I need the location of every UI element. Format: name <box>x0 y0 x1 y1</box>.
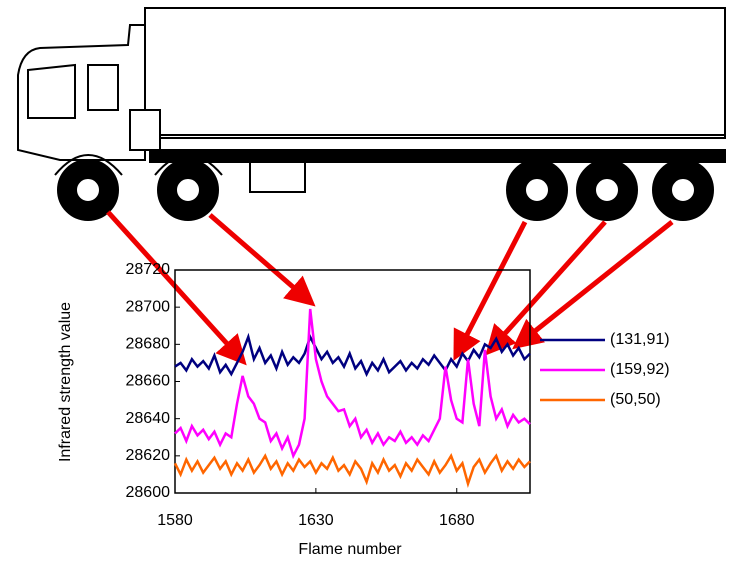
legend-label: (131,91) <box>610 331 670 348</box>
x-tick-label: 1680 <box>439 512 475 529</box>
x-axis-label: Flame number <box>298 541 402 558</box>
chart: Flame number Infrared strength value 286… <box>0 0 741 563</box>
y-tick-label: 28620 <box>126 447 171 464</box>
series-line <box>175 309 530 456</box>
y-tick-label: 28660 <box>126 373 171 390</box>
x-tick-label: 1630 <box>298 512 334 529</box>
y-tick-label: 28680 <box>126 336 171 353</box>
legend-label: (159,92) <box>610 361 670 378</box>
y-tick-label: 28600 <box>126 484 171 501</box>
truck <box>18 8 725 220</box>
plot-frame <box>175 270 530 493</box>
x-tick-label: 1580 <box>157 512 193 529</box>
arrows <box>108 212 672 358</box>
y-tick-label: 28720 <box>126 261 171 278</box>
legend-label: (50,50) <box>610 391 661 408</box>
y-tick-label: 28700 <box>126 298 171 315</box>
y-axis-label: Infrared strength value <box>57 302 74 462</box>
y-tick-label: 28640 <box>126 410 171 427</box>
series-line <box>175 456 530 484</box>
